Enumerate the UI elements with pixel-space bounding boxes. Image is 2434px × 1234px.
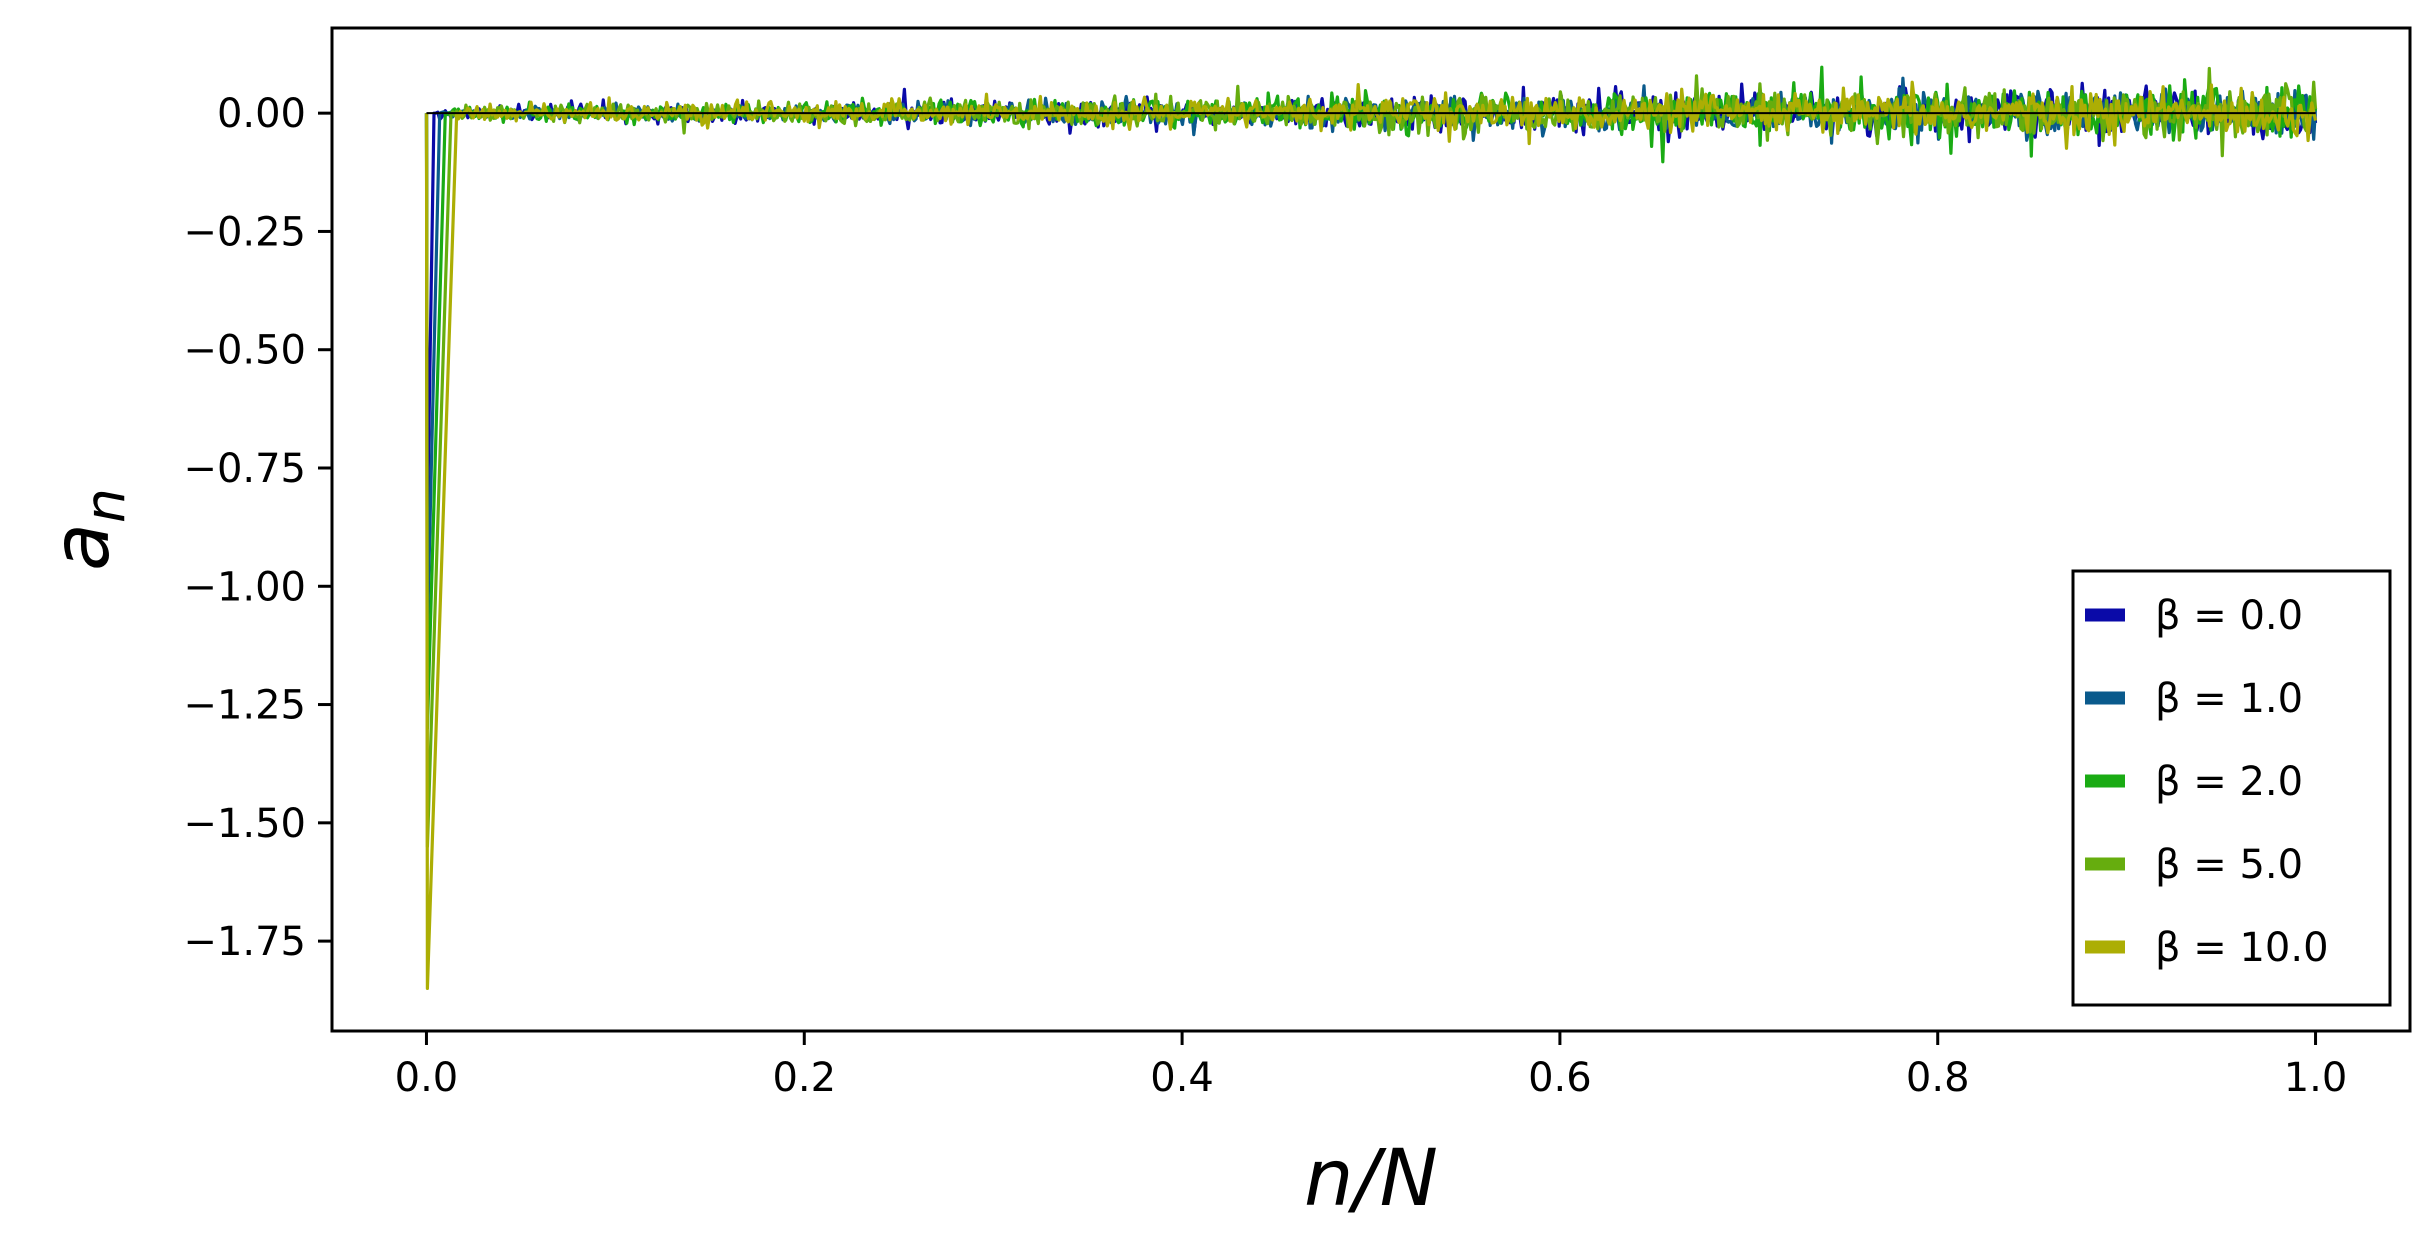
legend-label: β = 2.0 [2155, 759, 2303, 805]
legend: β = 0.0 β = 1.0 β = 2.0 β = 5.0 β = 10.0 [2071, 569, 2392, 1007]
x-tick-label: 0.2 [772, 1055, 836, 1101]
y-tick-label: −1.00 [183, 564, 306, 610]
y-tick-label: −0.50 [183, 328, 306, 374]
y-tick-label: −0.75 [183, 446, 306, 492]
legend-label: β = 0.0 [2155, 593, 2303, 639]
x-tick-label: 0.0 [395, 1055, 459, 1101]
y-axis-label: an [37, 488, 137, 571]
x-tick-label: 0.8 [1906, 1055, 1970, 1101]
x-axis-label: n/N [1304, 1134, 1438, 1224]
plot-frame [330, 26, 2412, 1033]
y-tick-label: 0.00 [217, 91, 306, 137]
legend-box [2071, 569, 2392, 1007]
y-tick-label: −1.75 [183, 919, 306, 965]
series-line-3 [424, 66, 2318, 849]
legend-label: β = 10.0 [2155, 925, 2329, 971]
series-line-4 [424, 80, 2318, 990]
x-tick-label: 0.4 [1150, 1055, 1214, 1101]
y-axis-label-main: a [37, 523, 127, 571]
y-axis-label-subscript: n [73, 488, 137, 523]
legend-label: β = 5.0 [2155, 842, 2303, 888]
y-axis: 0.00 −0.25 −0.50 −0.75 −1.00 −1.25 −1.50 −1.75 [183, 91, 332, 965]
legend-label: β = 1.0 [2155, 676, 2303, 722]
x-tick-label: 0.6 [1528, 1055, 1592, 1101]
y-tick-label: −0.25 [183, 209, 306, 255]
legend-items: β = 0.0 β = 1.0 β = 2.0 β = 5.0 β = 10.0 [2085, 593, 2329, 971]
x-axis: 0.0 0.2 0.4 0.6 0.8 1.0 [395, 1031, 2348, 1101]
y-tick-label: −1.50 [183, 801, 306, 847]
x-tick-label: 1.0 [2284, 1055, 2348, 1101]
y-tick-label: −1.25 [183, 683, 306, 729]
series-layer [424, 65, 2318, 990]
